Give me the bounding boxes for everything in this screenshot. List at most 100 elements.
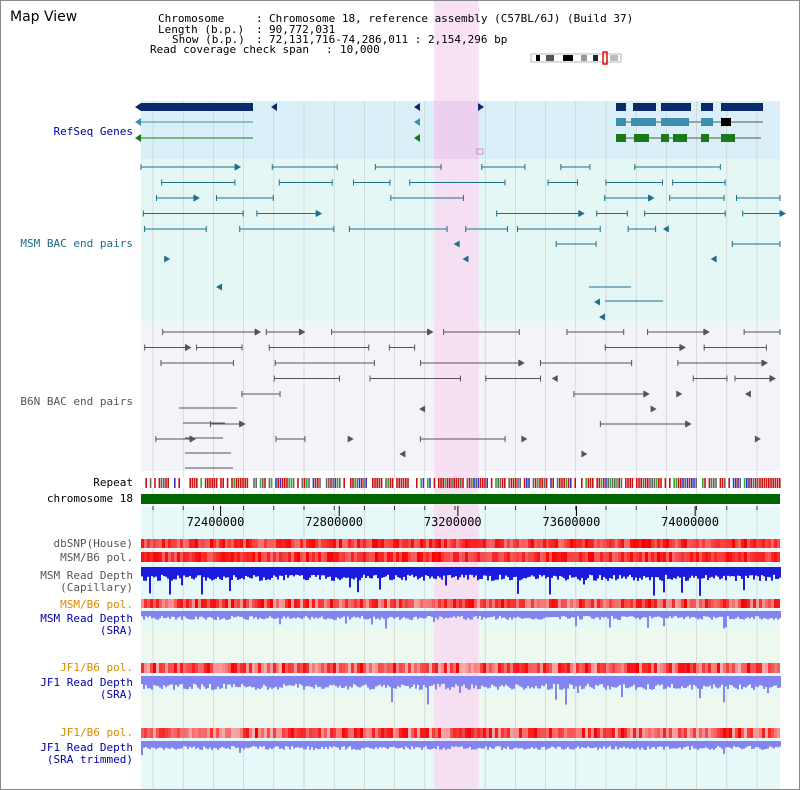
msm-b6-pol-heat-cell [477,599,480,608]
msm-b6-pol-heat-cell [438,599,441,608]
track-label-jf1-b6-pol-1[interactable]: JF1/B6 pol. [60,661,133,674]
repeat-element [369,478,372,488]
msm-capillary-depth-bar [569,567,571,576]
jf1-sra-depth-bar [301,676,303,686]
repeat-element [504,478,506,488]
jf1-sra-depth-bar [713,676,715,685]
msm-b6-pol-heat-cell [438,552,441,562]
track-label-msm-b6-pol-2[interactable]: MSM/B6 pol. [60,598,133,611]
msm-capillary-depth-bar [249,567,251,578]
jf1-b6-pol-heat-cell [465,728,468,738]
track-label-msm-b6-pol-1[interactable]: MSM/B6 pol. [60,551,133,564]
repeat-element [207,478,209,488]
track-label-msm-depth-sra-1[interactable]: MSM Read Depth [40,612,133,625]
repeat-element [224,478,227,488]
jf1-trimmed-depth-bar [163,741,165,750]
msm-b6-pol-heat-cell [336,599,339,608]
jf1-b6-pol-heat-cell [474,728,477,738]
msm-b6-pol-heat-cell [276,552,279,562]
dbsnp-heat-cell [711,539,714,548]
repeat-element [768,478,770,488]
jf1-trimmed-depth-bar [461,741,463,747]
jf1-b6-pol-heat-cell [354,663,357,673]
msm-capillary-depth-bar [225,567,227,578]
jf1-b6-pol-heat-cell [600,663,603,673]
msm-sra-depth-bar [703,611,705,617]
jf1-b6-pol-heat-cell [453,663,456,673]
msm-capillary-depth-bar [289,567,291,576]
jf1-sra-depth-bar [723,676,725,703]
jf1-sra-depth-bar [727,676,729,690]
repeat-element [486,478,488,488]
jf1-sra-depth-bar [413,676,415,685]
jf1-b6-pol-heat-cell [504,728,507,738]
msm-capillary-depth-bar [445,567,447,586]
track-label-refseq[interactable]: RefSeq Genes [53,125,133,138]
msm-capillary-depth-bar [243,567,245,580]
msm-b6-pol-heat-cell [648,599,651,608]
track-label-msm-bac[interactable]: MSM BAC end pairs [20,237,133,250]
msm-sra-depth-bar [379,611,381,620]
track-label-dbsnp[interactable]: dbSNP(House) [53,537,133,550]
msm-sra-depth-bar [635,611,637,619]
jf1-trimmed-depth-bar [521,741,523,749]
jf1-b6-pol-heat-cell [627,728,630,738]
jf1-trimmed-depth-bar [409,741,411,750]
msm-capillary-depth-bar [675,567,677,579]
msm-b6-pol-heat-cell [177,552,180,562]
msm-b6-pol-heat-cell [405,552,408,562]
msm-capillary-depth-bar [371,567,373,579]
jf1-b6-pol-heat-cell [252,663,255,673]
msm-sra-depth-bar [301,611,303,620]
msm-b6-pol-heat-cell [651,599,654,608]
track-label-jf1-depth-sra-1[interactable]: JF1 Read Depth [40,676,133,689]
repeat-element [732,478,735,488]
jf1-sra-depth-bar [577,676,579,693]
track-label-repeat[interactable]: Repeat [93,476,133,489]
msm-b6-pol-heat-cell [693,599,696,608]
msm-sra-depth-bar [655,611,657,617]
jf1-sra-depth-bar [163,676,165,686]
track-label-msm-depth-cap-1[interactable]: MSM Read Depth [40,569,133,582]
repeat-element [620,478,623,488]
dbsnp-heat-cell [204,539,207,548]
repeat-element [737,478,739,488]
repeat-element [385,478,387,488]
msm-b6-pol-heat-cell [141,599,144,608]
repeat-element [180,478,183,488]
track-label-jf1-b6-pol-2[interactable]: JF1/B6 pol. [60,726,133,739]
dbsnp-heat-cell [477,539,480,548]
msm-sra-depth-bar [481,611,483,620]
track-label-b6n-bac[interactable]: B6N BAC end pairs [20,395,133,408]
repeat-element [266,478,268,488]
msm-capillary-depth-bar [461,567,463,575]
jf1-b6-pol-heat-cell [510,663,513,673]
msm-b6-pol-heat-cell [558,599,561,608]
msm-b6-pol-heat-cell [567,552,570,562]
msm-b6-pol-heat-cell [243,552,246,562]
msm-b6-pol-heat-cell [144,552,147,562]
track-label-chromosome[interactable]: chromosome 18 [46,492,133,505]
msm-sra-depth-bar [679,611,681,618]
jf1-sra-depth-bar [589,676,591,687]
coverage-key: Read coverage check span [150,43,309,56]
jf1-sra-depth-bar [465,676,467,688]
jf1-b6-pol-heat-cell [243,728,246,738]
msm-sra-depth-bar [757,611,759,617]
msm-capillary-depth-bar [721,567,723,579]
jf1-b6-pol-heat-cell [423,728,426,738]
repeat-element [251,478,253,488]
msm-b6-pol-heat-cell [468,552,471,562]
msm-sra-depth-bar [469,611,471,620]
dbsnp-heat-cell [567,539,570,548]
jf1-sra-depth-bar [347,676,349,690]
msm-b6-pol-heat-cell [693,552,696,562]
msm-b6-pol-heat-cell [381,599,384,608]
msm-sra-depth-bar [287,611,289,617]
track-label-jf1-depth-trim-1[interactable]: JF1 Read Depth [40,741,133,754]
msm-sra-depth-bar [583,611,585,617]
dbsnp-heat-cell [777,539,780,548]
jf1-trimmed-depth-bar [149,741,151,750]
dbsnp-heat-cell [573,539,576,548]
